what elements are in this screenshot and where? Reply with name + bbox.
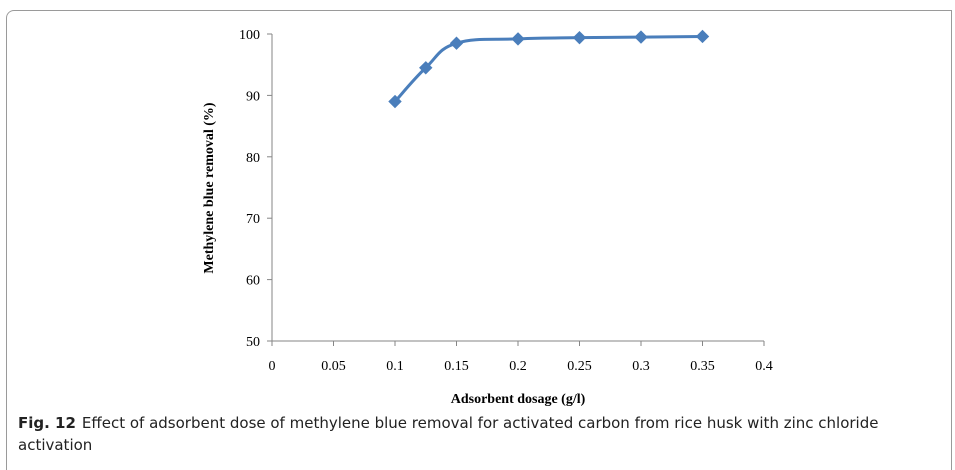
caption-text: Effect of adsorbent dose of methylene bl…: [18, 414, 879, 454]
data-point: [511, 32, 525, 46]
x-tick-label: 0.35: [690, 359, 715, 374]
y-axis-title: Methylene blue removal (%): [202, 102, 217, 274]
data-point: [572, 30, 587, 45]
y-tick-label: 50: [246, 335, 260, 350]
x-tick-label: 0.1: [386, 359, 404, 374]
caption-label: Fig. 12: [18, 414, 76, 432]
x-tick-label: 0.2: [509, 359, 527, 374]
data-point: [634, 30, 648, 44]
x-tick-label: 0.05: [321, 359, 346, 374]
figure-caption: Fig. 12 Effect of adsorbent dose of methy…: [18, 412, 943, 456]
x-tick-label: 0.4: [755, 359, 773, 374]
y-tick-label: 70: [246, 212, 260, 227]
data-point: [449, 36, 464, 50]
series-line: [393, 34, 703, 103]
x-tick-label: 0.15: [444, 359, 469, 374]
data-point: [388, 94, 402, 109]
data-point: [695, 29, 710, 44]
figure-frame: [6, 10, 952, 470]
series-group: [388, 29, 710, 109]
line-chart: 50 60 70 80 90 100 0 0.05 0.1 0.15 0.2 0.25 0.3 0.35…: [202, 28, 773, 407]
data-point: [419, 61, 433, 75]
x-tick-label: 0: [269, 359, 276, 374]
x-tick-label: 0.25: [567, 359, 592, 374]
y-tick-group: 50 60 70 80 90 100: [239, 28, 272, 350]
plot-area: 50 60 70 80 90 100 0 0.05 0.1 0.15 0.2 0.25 0.3 0.35…: [239, 28, 773, 374]
y-tick-label: 90: [246, 89, 260, 104]
y-tick-label: 80: [246, 151, 260, 166]
y-tick-label: 60: [246, 274, 260, 289]
y-tick-label: 100: [239, 28, 260, 43]
x-tick-group: 0 0.05 0.1 0.15 0.2 0.25 0.3 0.35 0.4: [269, 341, 773, 374]
x-axis-title: Adsorbent dosage (g/l): [451, 392, 586, 407]
x-tick-label: 0.3: [632, 359, 650, 374]
